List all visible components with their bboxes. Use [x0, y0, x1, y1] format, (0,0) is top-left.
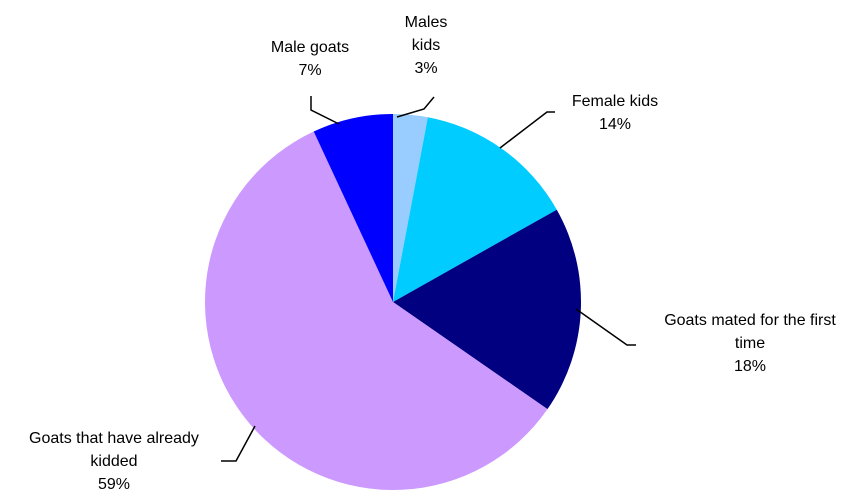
slice-label-2-line-1: time	[735, 335, 765, 352]
leader-line-2	[575, 308, 636, 346]
slice-label-1-line-0: Female kids	[572, 93, 658, 110]
slice-label-4-line-0: Male goats	[271, 39, 349, 56]
slice-value-label-2: 18%	[734, 358, 766, 375]
pie-slices	[204, 113, 582, 491]
pie-slice-2	[393, 209, 582, 410]
leader-line-3	[221, 425, 256, 462]
slice-label-2-line-0: Goats mated for the first	[664, 312, 836, 329]
slice-value-label-3: 59%	[98, 476, 130, 492]
leader-line-1	[499, 111, 555, 149]
leader-line-0	[396, 96, 435, 118]
pie-slice-4	[313, 114, 393, 302]
slice-label-0-line-1: kids	[412, 37, 440, 54]
slice-value-label-4: 7%	[298, 62, 321, 79]
slice-label-3-line-1: kidded	[90, 453, 137, 470]
slice-value-label-1: 14%	[599, 116, 631, 133]
pie-slice-1	[393, 117, 557, 302]
slice-label-3-line-0: Goats that have already	[29, 430, 199, 447]
pie-slice-3	[204, 131, 548, 491]
leader-line-4	[310, 96, 340, 125]
slice-value-label-0: 3%	[414, 60, 437, 77]
slice-labels: Males kids 3% Female kids 14% Goats mated for…	[29, 14, 836, 492]
leader-lines	[221, 96, 636, 462]
slice-label-0-line-0: Males	[405, 14, 448, 31]
pie-slice-0	[393, 113, 428, 302]
